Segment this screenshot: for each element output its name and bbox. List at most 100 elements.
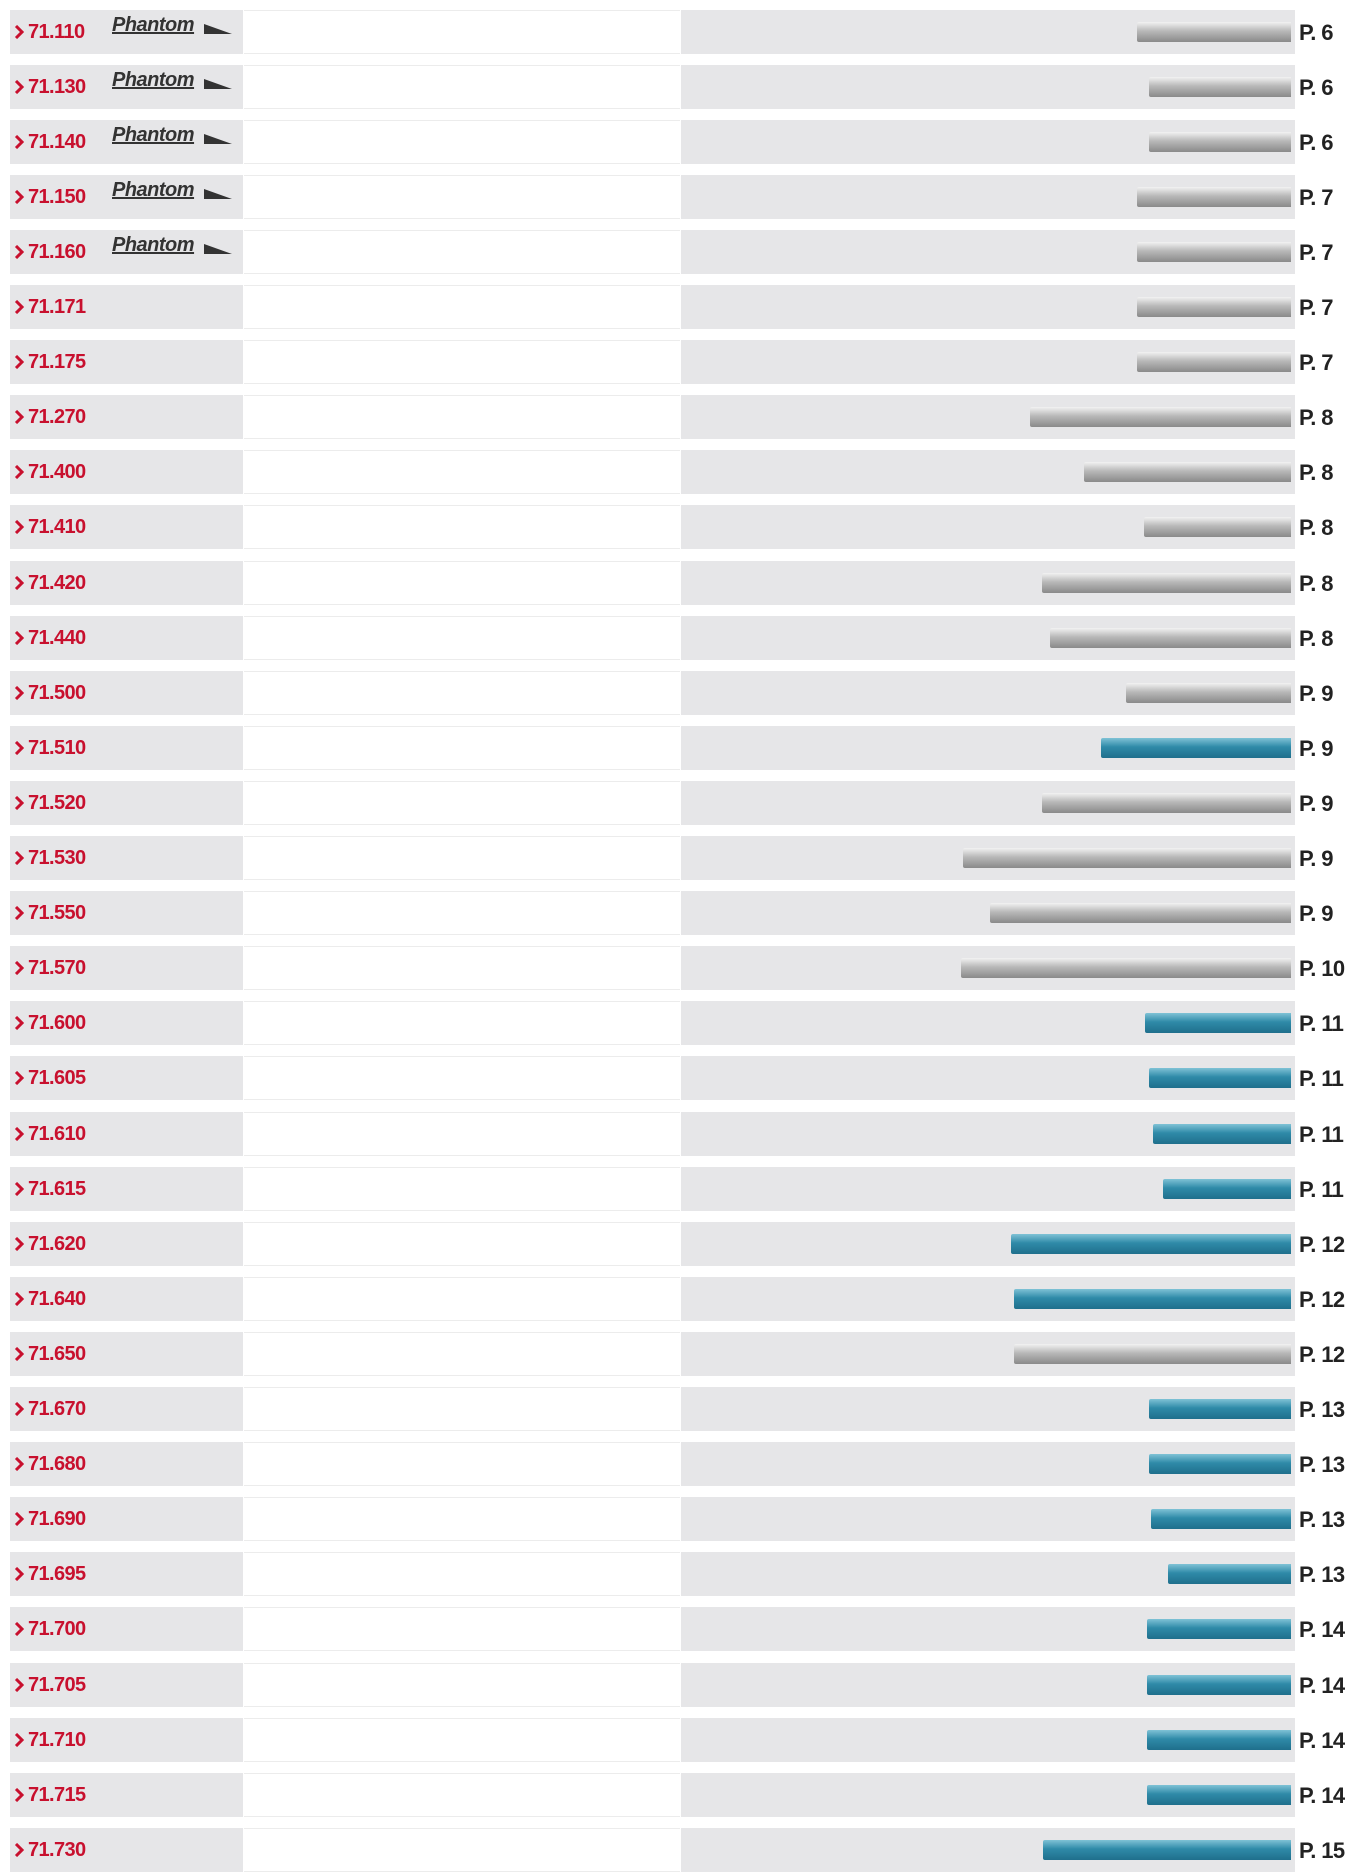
- code-cell: 71.610: [10, 1112, 243, 1156]
- blank-cell: [244, 1056, 680, 1100]
- code-cell: 71.710: [10, 1718, 243, 1762]
- code-cell: 71.530: [10, 836, 243, 880]
- product-code: 71.140: [28, 131, 86, 154]
- image-cell: [681, 1773, 1295, 1817]
- product-code: 71.175: [28, 351, 86, 374]
- brand-mark: [204, 189, 234, 199]
- tool-picture: [1149, 1399, 1291, 1419]
- code-cell: 71.440: [10, 616, 243, 660]
- page-cell: P. 15: [1295, 1828, 1351, 1872]
- chevron: [14, 135, 24, 149]
- product-code: 71.110: [28, 21, 84, 44]
- code-cell: 71.640: [10, 1277, 243, 1321]
- blank-cell: [244, 616, 680, 660]
- product-code: 71.600: [28, 1012, 86, 1035]
- page-ref: P. 12: [1299, 1342, 1345, 1368]
- chevron: [14, 741, 24, 755]
- blank-cell: [244, 671, 680, 715]
- page-ref: P. 9: [1299, 846, 1333, 872]
- tool-picture: [1137, 297, 1291, 317]
- page-cell: P. 7: [1295, 340, 1351, 384]
- blank-cell: [244, 1607, 680, 1651]
- code-cell: 71.690: [10, 1497, 243, 1541]
- code-cell: 71.510: [10, 726, 243, 770]
- image-cell: [681, 1387, 1295, 1431]
- page-cell: P. 6: [1295, 10, 1351, 54]
- page-ref: P. 13: [1299, 1562, 1345, 1588]
- blank-cell: [244, 1222, 680, 1266]
- image-cell: [681, 1718, 1295, 1762]
- image-cell: [681, 340, 1295, 384]
- page-cell: P. 14: [1295, 1773, 1351, 1817]
- image-cell: [681, 505, 1295, 549]
- page-cell: P. 9: [1295, 671, 1351, 715]
- brand-logo: Phantom: [112, 124, 194, 147]
- tool-picture: [1147, 1730, 1291, 1750]
- blank-cell: [244, 891, 680, 935]
- table-row: 71.695 P. 13: [10, 1552, 1351, 1596]
- page-ref: P. 8: [1299, 571, 1333, 597]
- code-cell: 71.140 Phantom: [10, 120, 243, 164]
- chevron: [14, 520, 24, 534]
- image-cell: [681, 1442, 1295, 1486]
- product-code: 71.410: [28, 516, 86, 539]
- chevron: [14, 796, 24, 810]
- page-ref: P. 8: [1299, 515, 1333, 541]
- code-cell: 71.680: [10, 1442, 243, 1486]
- image-cell: [681, 616, 1295, 660]
- chevron: [14, 465, 24, 479]
- code-cell: 71.171: [10, 285, 243, 329]
- chevron: [14, 1016, 24, 1030]
- tool-picture: [1137, 187, 1291, 207]
- image-cell: [681, 1828, 1295, 1872]
- page-cell: P. 14: [1295, 1663, 1351, 1707]
- page-cell: P. 10: [1295, 946, 1351, 990]
- chevron: [14, 355, 24, 369]
- chevron: [14, 1182, 24, 1196]
- code-cell: 71.520: [10, 781, 243, 825]
- product-code: 71.650: [28, 1343, 86, 1366]
- table-row: 71.640 P. 12: [10, 1277, 1351, 1321]
- image-cell: [681, 781, 1295, 825]
- image-cell: [681, 836, 1295, 880]
- page-cell: P. 8: [1295, 561, 1351, 605]
- blank-cell: [244, 836, 680, 880]
- product-code: 71.710: [28, 1729, 86, 1752]
- page-ref: P. 13: [1299, 1452, 1345, 1478]
- blank-cell: [244, 10, 680, 54]
- code-cell: 71.270: [10, 395, 243, 439]
- code-cell: 71.605: [10, 1056, 243, 1100]
- page: {"rows": [ {"code": "71.110", "brand": "…: [0, 0, 1351, 1865]
- page-ref: P. 9: [1299, 681, 1333, 707]
- code-cell: 71.600: [10, 1001, 243, 1045]
- product-code: 71.670: [28, 1398, 86, 1421]
- table-row: 71.175 P. 7: [10, 340, 1351, 384]
- brand-logo: Phantom: [112, 234, 194, 257]
- tool-picture: [1149, 132, 1291, 152]
- page-cell: P. 7: [1295, 285, 1351, 329]
- product-code: 71.715: [28, 1784, 86, 1807]
- code-cell: 71.570: [10, 946, 243, 990]
- page-cell: P. 12: [1295, 1222, 1351, 1266]
- blank-cell: [244, 1277, 680, 1321]
- table-row: 71.530 P. 9: [10, 836, 1351, 880]
- product-code: 71.160: [28, 241, 86, 264]
- page-cell: P. 12: [1295, 1277, 1351, 1321]
- page-cell: P. 7: [1295, 230, 1351, 274]
- page-cell: P. 8: [1295, 505, 1351, 549]
- product-code: 71.150: [28, 186, 86, 209]
- code-cell: 71.695: [10, 1552, 243, 1596]
- page-ref: P. 12: [1299, 1232, 1345, 1258]
- chevron: [14, 1127, 24, 1141]
- tool-picture: [1149, 1454, 1291, 1474]
- tool-picture: [1147, 1675, 1291, 1695]
